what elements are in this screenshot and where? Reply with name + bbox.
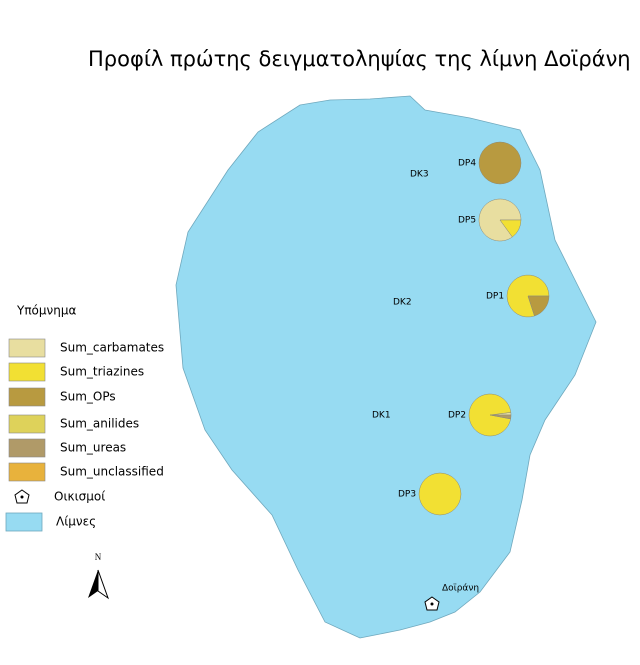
legend-swatch: [8, 414, 46, 434]
pie-slice: [489, 414, 512, 420]
settlement-dot: [430, 602, 434, 606]
pie-slice: [527, 295, 550, 317]
legend-swatch: [8, 438, 46, 458]
map-layer: DP4 DP5 DP1 DP2 DP3 DK3 DK2 DK1 Δοϊράνη: [372, 141, 550, 611]
legend-swatch: [8, 462, 46, 482]
station-label: DP1: [486, 292, 504, 302]
point-label: DK2: [393, 298, 412, 308]
legend-swatch: [8, 338, 46, 358]
legend-label: Sum_carbamates: [60, 341, 164, 355]
legend-label: Sum_ureas: [60, 441, 126, 455]
legend-swatch: [8, 387, 46, 407]
legend: Sum_carbamates Sum_triazines Sum_OPs Sum_an…: [5, 338, 164, 532]
pie-slice: [468, 393, 512, 437]
station-label: DP3: [398, 490, 416, 500]
station-label: DP5: [458, 216, 476, 226]
point-label: DK3: [410, 170, 429, 180]
legend-label: Sum_OPs: [60, 390, 116, 404]
pie-slice: [418, 472, 462, 516]
north-label: N: [95, 552, 102, 562]
lake: [175, 95, 597, 639]
pie-slice: [478, 141, 522, 185]
legend-swatch: [8, 362, 46, 382]
legend-label: Sum_triazines: [60, 365, 144, 379]
legend-label: Sum_unclassified: [60, 465, 164, 479]
point-label: DK1: [372, 411, 391, 421]
town-label: Δοϊράνη: [442, 584, 479, 594]
station-label: DP2: [448, 411, 466, 421]
legend-label: Οικισμοί: [54, 490, 105, 504]
pie-slice: [499, 219, 522, 238]
map-title: Προφίλ πρώτης δειγματοληψίας της λίμνη Δ…: [88, 47, 631, 71]
settlement-dot: [20, 495, 24, 499]
legend-title: Υπόμνημα: [16, 304, 76, 318]
north-arrow: [88, 569, 109, 600]
legend-label: Λίμνες: [56, 515, 96, 529]
station-label: DP4: [458, 159, 476, 169]
legend-swatch: [5, 512, 43, 532]
legend-label: Sum_anilides: [60, 417, 139, 431]
